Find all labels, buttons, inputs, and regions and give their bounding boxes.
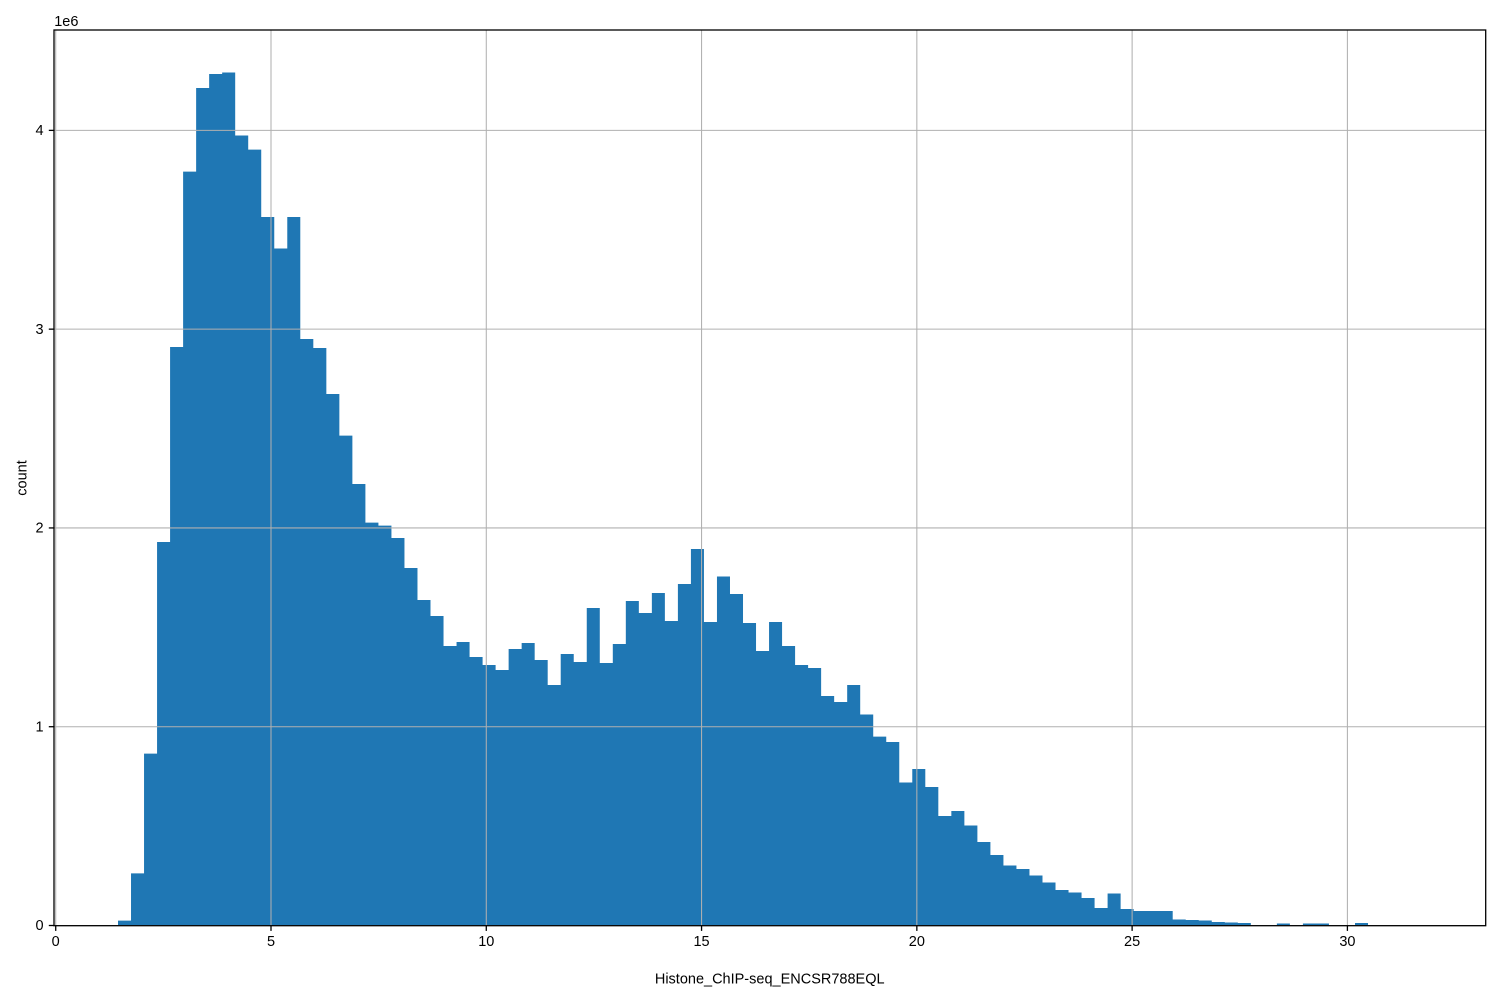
svg-text:4: 4 — [36, 123, 44, 139]
svg-text:10: 10 — [478, 934, 494, 950]
svg-text:0: 0 — [36, 918, 44, 934]
svg-text:0: 0 — [52, 934, 60, 950]
svg-text:30: 30 — [1339, 934, 1355, 950]
svg-text:15: 15 — [693, 934, 709, 950]
svg-text:5: 5 — [267, 934, 275, 950]
svg-text:20: 20 — [909, 934, 925, 950]
svg-text:count: count — [15, 460, 31, 495]
svg-text:2: 2 — [36, 521, 44, 537]
svg-text:3: 3 — [36, 322, 44, 338]
svg-text:1e6: 1e6 — [54, 14, 78, 30]
svg-text:Histone_ChIP-seq_ENCSR788EQL: Histone_ChIP-seq_ENCSR788EQL — [655, 971, 885, 987]
svg-text:1: 1 — [36, 719, 44, 735]
svg-text:25: 25 — [1124, 934, 1140, 950]
